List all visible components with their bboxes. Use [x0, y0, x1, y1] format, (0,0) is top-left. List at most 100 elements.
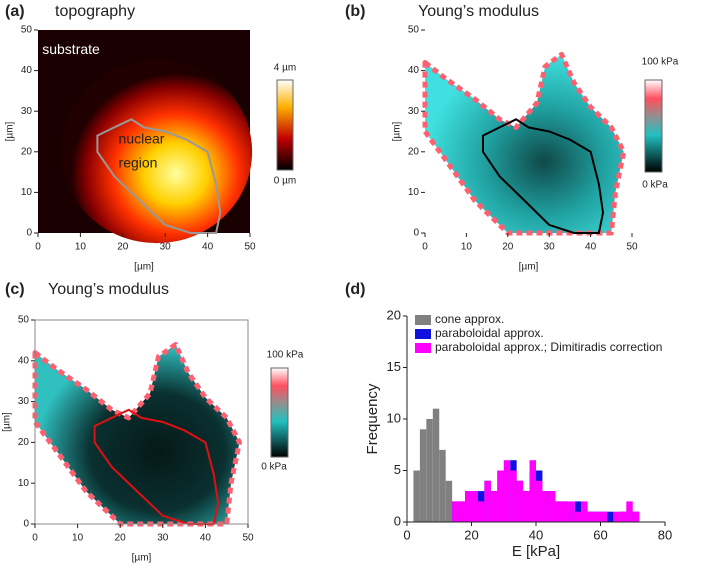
histogram-bar: [587, 511, 595, 522]
histogram-bar: [426, 419, 433, 522]
histogram-bar: [626, 501, 633, 522]
legend-label: cone approx.: [435, 312, 504, 326]
y-tick-label: 50: [21, 25, 33, 36]
nuclear-contour: [96, 118, 222, 234]
x-tick-label: 20: [115, 533, 127, 544]
legend-label: paraboloidal approx.; Dimitiradis correc…: [435, 340, 662, 354]
legend-swatch: [415, 343, 431, 353]
colorbar-label: 4 µm: [274, 63, 296, 74]
y-tick-label: 30: [21, 106, 33, 117]
histogram-bar: [465, 491, 472, 522]
colorbar-label: 0 µm: [274, 176, 296, 187]
x-axis-label: [µm]: [519, 262, 539, 273]
x-tick-label: 10: [75, 242, 87, 253]
histogram-bar: [432, 408, 440, 522]
annotation: nuclear: [119, 130, 165, 146]
y-tick-label: 0: [23, 519, 29, 530]
x-tick-label: 40: [202, 242, 214, 253]
histogram-bar: [452, 501, 459, 522]
colorbar-label: 0 kPa: [642, 180, 668, 191]
panel-title: Young’s modulus: [418, 3, 539, 20]
legend-label: paraboloidal approx.: [435, 326, 544, 340]
colorbar-label: 100 kPa: [267, 350, 304, 361]
histogram-bar: [497, 470, 504, 522]
histogram-bar: [516, 480, 524, 522]
panel-title: Young’s modulus: [48, 281, 169, 298]
colorbar-label: 100 kPa: [642, 57, 679, 68]
histogram-bar: [523, 491, 530, 522]
histogram-bar: [568, 501, 575, 522]
colorbar-label: 0 kPa: [261, 462, 287, 473]
y-axis-label: Frequency: [364, 383, 381, 454]
histogram-bar: [619, 511, 627, 522]
y-tick-label: 40: [18, 355, 30, 366]
y-tick-label: 40: [408, 65, 420, 76]
y-tick-label: 50: [18, 315, 30, 326]
x-tick-label: 20: [117, 242, 129, 253]
histogram-bar: [419, 429, 427, 522]
y-tick-label: 20: [408, 146, 420, 157]
x-tick-label: 20: [502, 242, 514, 253]
y-tick-label: 0: [26, 228, 32, 239]
x-tick-label: 50: [244, 242, 256, 253]
panel-title: topography: [55, 3, 135, 20]
heatmap-glow: [61, 60, 253, 244]
histogram-bar: [477, 501, 485, 522]
histogram-bar: [510, 470, 517, 522]
plot-frame: [34, 319, 249, 525]
y-tick-label: 30: [408, 106, 420, 117]
y-tick-label: 15: [387, 359, 401, 374]
x-axis-label: [µm]: [132, 553, 152, 564]
panel-label: (c): [5, 281, 25, 298]
panel-label: (b): [345, 3, 365, 20]
y-tick-label: 0: [413, 228, 419, 239]
y-tick-label: 0: [394, 513, 401, 528]
x-tick-label: 10: [72, 533, 84, 544]
x-axis-label: E [kPa]: [512, 543, 560, 560]
histogram-bar: [458, 501, 466, 522]
histogram-bar: [600, 511, 607, 522]
y-tick-label: 10: [21, 187, 33, 198]
x-tick-label: 30: [160, 242, 172, 253]
y-axis-label: [µm]: [392, 121, 403, 141]
x-tick-label: 50: [626, 242, 638, 253]
x-tick-label: 40: [529, 527, 543, 542]
x-tick-label: 0: [35, 242, 41, 253]
histogram-bar: [484, 480, 491, 522]
x-tick-label: 30: [157, 533, 169, 544]
x-tick-label: 80: [658, 527, 672, 542]
x-tick-label: 0: [403, 527, 410, 542]
histogram-bar: [606, 511, 614, 522]
cell-region: [32, 342, 242, 527]
cell-region: [422, 51, 627, 236]
histogram-bar: [529, 460, 536, 522]
histogram-bar: [413, 470, 420, 522]
histogram-bar: [594, 511, 601, 522]
histogram-bar: [503, 460, 511, 522]
histogram-bar: [471, 491, 478, 522]
y-tick-label: 40: [21, 65, 33, 76]
y-tick-label: 30: [18, 396, 30, 407]
histogram-bar: [445, 480, 453, 522]
y-tick-label: 20: [387, 307, 401, 322]
histogram-bar: [542, 491, 549, 522]
x-tick-label: 60: [593, 527, 607, 542]
nuclear-contour: [482, 118, 605, 234]
x-tick-label: 20: [464, 527, 478, 542]
x-tick-label: 0: [422, 242, 428, 253]
colorbar: [276, 79, 294, 171]
legend-swatch: [415, 329, 431, 339]
histogram-bar: [490, 491, 498, 522]
y-axis-label: [µm]: [2, 412, 13, 432]
panel-label: (a): [5, 3, 25, 20]
histogram-bar: [548, 491, 556, 522]
y-tick-label: 20: [18, 437, 30, 448]
histogram-bar: [561, 501, 569, 522]
histogram-bar: [555, 501, 562, 522]
x-tick-label: 10: [461, 242, 473, 253]
y-tick-label: 10: [408, 187, 420, 198]
x-tick-label: 0: [32, 533, 38, 544]
y-tick-label: 5: [394, 462, 401, 477]
x-tick-label: 40: [585, 242, 597, 253]
